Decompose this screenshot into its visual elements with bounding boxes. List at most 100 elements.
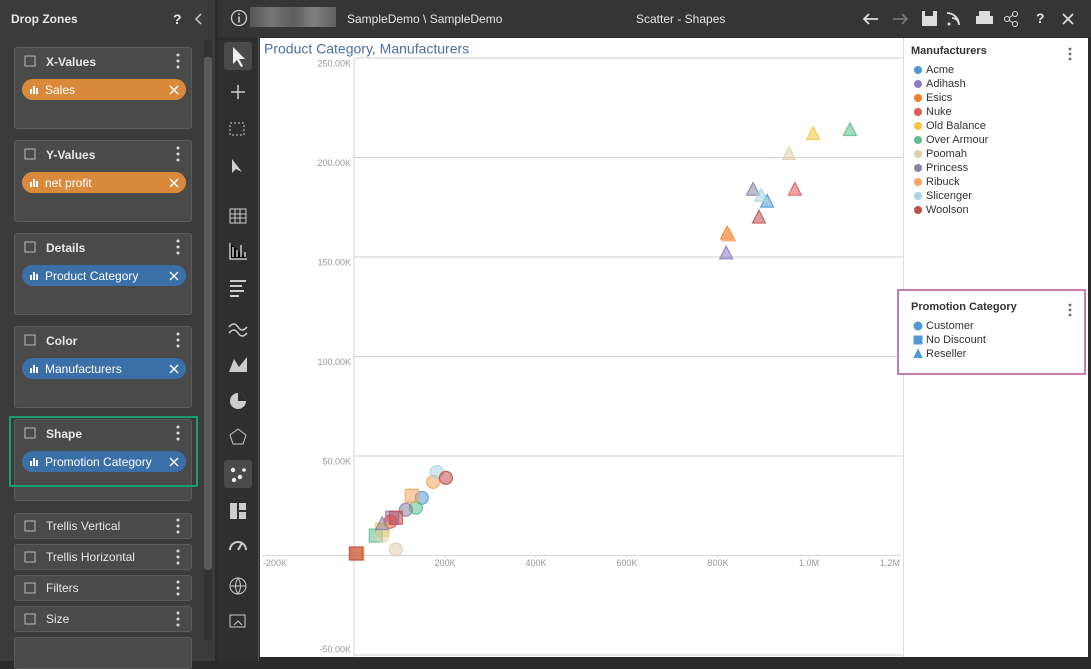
field-pill[interactable]: Promotion Category <box>22 451 186 472</box>
zone-menu[interactable] <box>175 239 181 255</box>
remove-field[interactable] <box>169 457 179 467</box>
zone-menu[interactable] <box>175 425 181 441</box>
x-glyph <box>169 364 179 374</box>
drop-zone: X-Values Sales <box>14 47 192 129</box>
zone-menu[interactable] <box>175 146 181 162</box>
info-icon[interactable] <box>230 9 248 27</box>
data-point <box>438 470 454 485</box>
icon-shape <box>24 551 36 563</box>
data-point <box>348 546 363 561</box>
field-pill[interactable]: Manufacturers <box>22 358 186 379</box>
x-glyph <box>169 178 179 188</box>
dot <box>176 245 180 249</box>
data-point <box>753 187 769 202</box>
zone-menu[interactable] <box>175 518 181 534</box>
legend-swatch <box>914 122 922 130</box>
legend-item[interactable]: Princess <box>926 162 969 174</box>
legend-swatch <box>914 192 922 200</box>
help-button[interactable]: ? <box>1036 10 1045 26</box>
x-glyph <box>169 457 179 467</box>
drop-zones-panel: Drop Zones ? X-Values Sales Y-Values net pr… <box>0 0 215 669</box>
data-point <box>375 528 390 543</box>
chart-area: Product Category, Manufacturers -50.00K 5… <box>260 38 903 657</box>
dot <box>176 555 180 559</box>
remove-field[interactable] <box>169 85 179 95</box>
field-pill[interactable]: Product Category <box>22 265 186 286</box>
icon-bar <box>33 86 35 94</box>
legend-item[interactable]: Slicenger <box>926 190 972 202</box>
field-pill[interactable]: Sales <box>22 79 186 100</box>
shape-legend-menu[interactable] <box>1068 303 1072 317</box>
legend-item[interactable]: Ribuck <box>926 176 960 188</box>
pill-text: net profit <box>45 176 92 190</box>
y-tick-label: -50.00K <box>319 644 351 654</box>
icon-shape <box>24 148 36 160</box>
zone-menu[interactable] <box>175 549 181 565</box>
help-button[interactable]: ? <box>173 11 182 27</box>
data-point <box>388 510 403 525</box>
drop-zone: Y-Values net profit <box>14 140 192 222</box>
shape-legend-box <box>897 289 1086 375</box>
zone-label: Shape <box>46 427 83 441</box>
legend-swatch <box>914 206 922 214</box>
dot <box>176 611 180 615</box>
shape-legend-title: Promotion Category <box>911 301 1018 313</box>
zone-icon <box>24 55 36 67</box>
remove-field[interactable] <box>169 364 179 374</box>
legend-item[interactable]: Esics <box>926 92 953 104</box>
legend-swatch <box>914 94 922 102</box>
x-glyph <box>169 85 179 95</box>
legend-item[interactable]: Old Balance <box>926 120 986 132</box>
legend-swatch <box>914 150 922 158</box>
drop-zone-collapsed[interactable]: Filters <box>14 575 192 601</box>
legend-item[interactable]: Nuke <box>926 106 952 118</box>
dot <box>176 623 180 627</box>
drop-zone-collapsed[interactable]: Trellis Horizontal <box>14 544 192 570</box>
field-pill[interactable]: net profit <box>22 172 186 193</box>
dot <box>176 146 180 150</box>
remove-field[interactable] <box>169 271 179 281</box>
x-tick-label: 400K <box>525 558 546 568</box>
drop-zone-collapsed[interactable]: Size <box>14 606 192 632</box>
close-button[interactable] <box>1060 11 1076 27</box>
zone-menu[interactable] <box>175 332 181 348</box>
shape-legend-item[interactable]: No Discount <box>926 334 986 346</box>
icon-bar <box>33 458 35 466</box>
icon-shape <box>24 582 36 594</box>
y-tick-label: 150.00K <box>317 257 351 267</box>
icon-bar <box>30 182 32 187</box>
legend-item[interactable]: Over Armour <box>926 134 989 146</box>
dot <box>176 338 180 342</box>
legend-item[interactable]: Woolson <box>926 204 969 216</box>
data-point <box>787 181 803 196</box>
toolbar-icons[interactable] <box>858 6 1058 32</box>
shape-legend-item[interactable]: Reseller <box>926 348 967 360</box>
legend-item[interactable]: Acme <box>926 64 954 76</box>
view-title: Scatter - Shapes <box>636 12 726 26</box>
icon-shape <box>24 55 36 67</box>
zone-label: Filters <box>46 581 79 595</box>
zone-icon <box>24 241 36 253</box>
legend-item[interactable]: Poomah <box>926 148 967 160</box>
legend-menu[interactable] <box>1068 47 1072 61</box>
zone-menu[interactable] <box>175 580 181 596</box>
drop-zone-collapsed[interactable]: Trellis Vertical <box>14 513 192 539</box>
scroll-thumb[interactable] <box>204 57 212 570</box>
legend-item[interactable]: Adihash <box>926 78 966 90</box>
icon-bar <box>36 367 38 373</box>
legend-swatch <box>914 136 922 144</box>
zone-icon <box>24 148 36 160</box>
data-point <box>842 121 858 137</box>
x-glyph <box>169 271 179 281</box>
icon-bar <box>30 368 32 373</box>
drop-zone: Details Product Category <box>14 233 192 315</box>
collapse-button[interactable] <box>193 12 205 26</box>
zone-menu[interactable] <box>175 611 181 627</box>
remove-field[interactable] <box>169 178 179 188</box>
pill-text: Product Category <box>45 269 139 283</box>
tool-icons[interactable] <box>218 37 258 661</box>
dot <box>176 580 180 584</box>
shape-legend-item[interactable]: Customer <box>926 320 974 332</box>
dot <box>176 251 180 255</box>
zone-menu[interactable] <box>175 53 181 69</box>
